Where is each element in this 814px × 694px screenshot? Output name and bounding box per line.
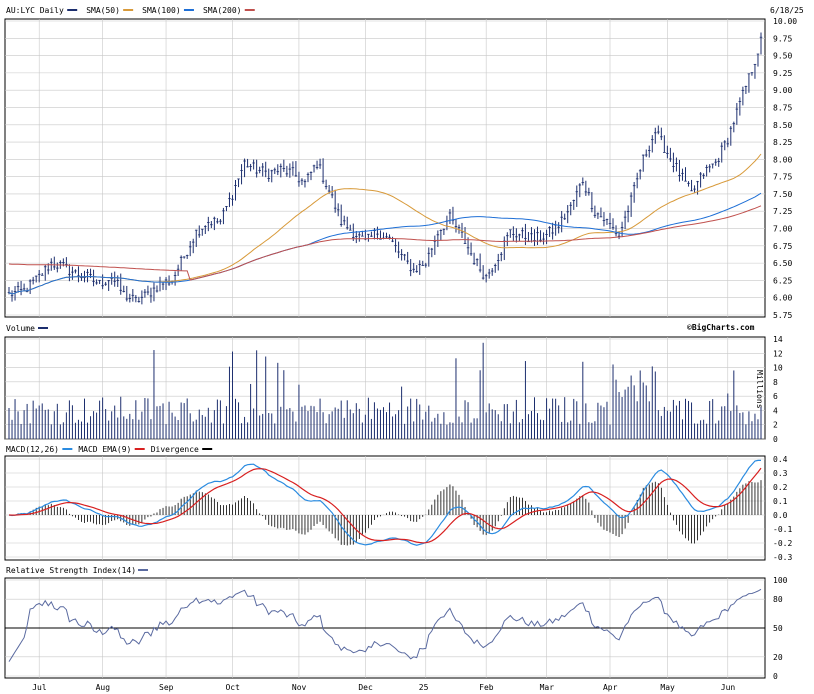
- sma200-line: [8, 205, 762, 281]
- price-y-tick-label: 7.50: [773, 190, 792, 199]
- watermark: ©BigCharts.com: [687, 322, 755, 332]
- price-y-tick-label: 9.25: [773, 69, 792, 78]
- x-tick-label: Jul: [32, 683, 47, 692]
- macd-legend: MACD(12,26) MACD EMA(9) Divergence: [6, 445, 213, 454]
- macd-y-tick-label: 0.0: [773, 511, 788, 520]
- watermark-bar: [0, 319, 814, 332]
- price-y-tick-label: 6.00: [773, 294, 792, 303]
- volume-panel: 14 12 10 8 6 4 2 0 Millions Volume: [4, 324, 783, 444]
- price-legend-label: SMA(100): [142, 6, 181, 15]
- x-tick-label: Mar: [540, 683, 555, 692]
- price-y-tick-label: 7.25: [773, 207, 792, 216]
- x-tick-label: Dec: [358, 683, 373, 692]
- x-tick-label: May: [660, 683, 675, 692]
- rsi-y-ticks: 100 80 50 20 0: [773, 576, 788, 681]
- price-y-tick-label: 9.00: [773, 86, 792, 95]
- price-legend: AU:LYC Daily SMA(50) SMA(100) SMA(200): [6, 6, 255, 15]
- rsi-legend-label: Relative Strength Index(14): [6, 566, 136, 575]
- macd-y-tick-label: 0.1: [773, 497, 788, 506]
- x-tick-label: Apr: [603, 683, 618, 692]
- price-y-tick-label: 7.00: [773, 225, 792, 234]
- macd-y-tick-label: 0.4: [773, 455, 788, 464]
- price-panel: 10.00 9.75 9.50 9.25 9.00 8.75 8.50 8.25 8.00 7.7…: [4, 6, 804, 320]
- rsi-line: [8, 588, 762, 662]
- volume-grid: [5, 337, 765, 440]
- rsi-y-tick-label: 20: [773, 653, 783, 662]
- price-legend-label: SMA(200): [203, 6, 242, 15]
- price-y-tick-label: 6.75: [773, 242, 792, 251]
- macd-panel: 0.40.30.20.10.0-0.1-0.2-0.3 MACD(12,26) M…: [4, 445, 792, 562]
- price-legend-label: SMA(50): [86, 6, 120, 15]
- price-y-tick-label: 8.00: [773, 155, 792, 164]
- price-y-tick-label: 9.50: [773, 52, 792, 61]
- rsi-y-tick-label: 80: [773, 595, 783, 604]
- volume-bars: [8, 342, 762, 439]
- volume-y-tick-label: 2: [773, 421, 778, 430]
- x-tick-label: 25: [419, 683, 429, 692]
- volume-y-tick-label: 4: [773, 406, 778, 415]
- volume-y-tick-label: 6: [773, 392, 778, 401]
- price-y-tick-label: 7.75: [773, 173, 792, 182]
- macd-y-tick-label: -0.3: [773, 553, 792, 562]
- macd-y-tick-label: 0.2: [773, 483, 788, 492]
- macd-legend-label: MACD(12,26): [6, 445, 59, 454]
- sma100-line: [8, 192, 762, 295]
- price-y-tick-label: 5.75: [773, 311, 792, 320]
- macd-y-tick-label: -0.1: [773, 525, 792, 534]
- macd-legend-label: MACD EMA(9): [78, 445, 131, 454]
- chart-date: 6/18/25: [770, 6, 804, 15]
- rsi-y-tick-label: 100: [773, 576, 788, 585]
- volume-y-tick-label: 12: [773, 349, 783, 358]
- volume-panel-frame: [4, 336, 766, 440]
- price-y-tick-label: 8.50: [773, 121, 792, 130]
- x-tick-label: Nov: [292, 683, 307, 692]
- x-tick-label: Jun: [721, 683, 736, 692]
- rsi-panel: 100 80 50 20 0 Relative Strength Index(14): [4, 566, 788, 681]
- macd-y-tick-label: -0.2: [773, 539, 792, 548]
- volume-legend: Volume: [6, 324, 48, 333]
- price-y-tick-label: 6.25: [773, 276, 792, 285]
- volume-legend-label: Volume: [6, 324, 35, 333]
- macd-panel-frame: [4, 455, 766, 561]
- price-legend-label: AU:LYC Daily: [6, 6, 64, 15]
- price-y-tick-label: 6.50: [773, 259, 792, 268]
- volume-y-tick-label: 14: [773, 335, 783, 344]
- volume-y-ticks: 14 12 10 8 6 4 2 0: [773, 335, 783, 444]
- macd-legend-label: Divergence: [151, 445, 199, 454]
- macd-y-tick-label: 0.3: [773, 469, 788, 478]
- macd-divergence-bars: [11, 480, 762, 546]
- x-tick-label: Feb: [479, 683, 494, 692]
- volume-y-tick-label: 10: [773, 364, 783, 373]
- rsi-legend: Relative Strength Index(14): [6, 566, 148, 575]
- volume-y-tick-label: 8: [773, 378, 778, 387]
- rsi-y-tick-label: 0: [773, 672, 778, 681]
- macd-signal-line: [8, 467, 762, 544]
- x-tick-label: Aug: [96, 683, 111, 692]
- macd-y-ticks: 0.4 0.3 0.2 0.1 0.0 -0.1 -0.2 -0.3: [773, 455, 792, 562]
- volume-y-tick-label: 0: [773, 435, 778, 444]
- price-y-tick-label: 8.25: [773, 138, 792, 147]
- price-y-tick-label: 10.00: [773, 17, 797, 26]
- x-tick-label: Sep: [159, 683, 174, 692]
- price-y-tick-label: 8.75: [773, 103, 792, 112]
- price-panel-frame: [4, 18, 766, 318]
- x-axis-ticks: Jul Aug Sep Oct Nov Dec 25 Feb Mar Apr May Jun: [32, 683, 735, 692]
- rsi-y-tick-label: 50: [773, 624, 783, 633]
- price-y-tick-label: 9.75: [773, 34, 792, 43]
- price-y-ticks: 10.00 9.75 9.50 9.25 9.00 8.75 8.50 8.25 8.00 7.7…: [773, 17, 797, 320]
- volume-unit-label: Millions: [755, 370, 764, 409]
- x-tick-label: Oct: [225, 683, 240, 692]
